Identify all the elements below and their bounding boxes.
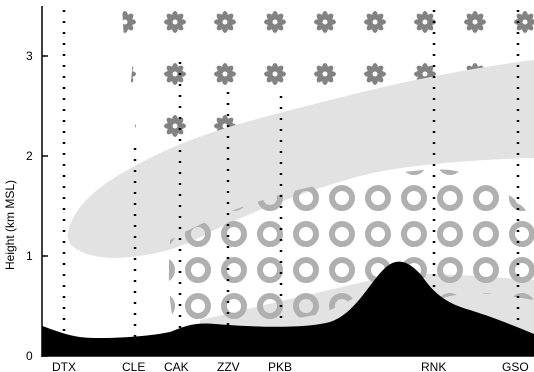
station-label-zzv: ZZV [217, 360, 240, 372]
station-label-gso: GSO [502, 360, 529, 372]
station-label-cak: CAK [164, 360, 189, 372]
station-label-dtx: DTX [52, 360, 76, 372]
shaded-layer [67, 60, 534, 258]
ring-region [168, 169, 534, 330]
station-lines [62, 10, 520, 352]
y-axis-title: Height (km MSL) [3, 180, 17, 270]
flower-region [122, 6, 534, 158]
terrain [42, 261, 534, 356]
y-tick-label: 3 [26, 49, 33, 63]
y-tick-label: 0 [26, 349, 33, 363]
y-tick-label: 2 [26, 149, 33, 163]
y-tick-label: 1 [26, 249, 33, 263]
station-label-cle: CLE [122, 360, 145, 372]
station-label-pkb: PKB [268, 360, 292, 372]
station-label-rnk: RNK [421, 360, 446, 372]
axes [41, 6, 534, 357]
